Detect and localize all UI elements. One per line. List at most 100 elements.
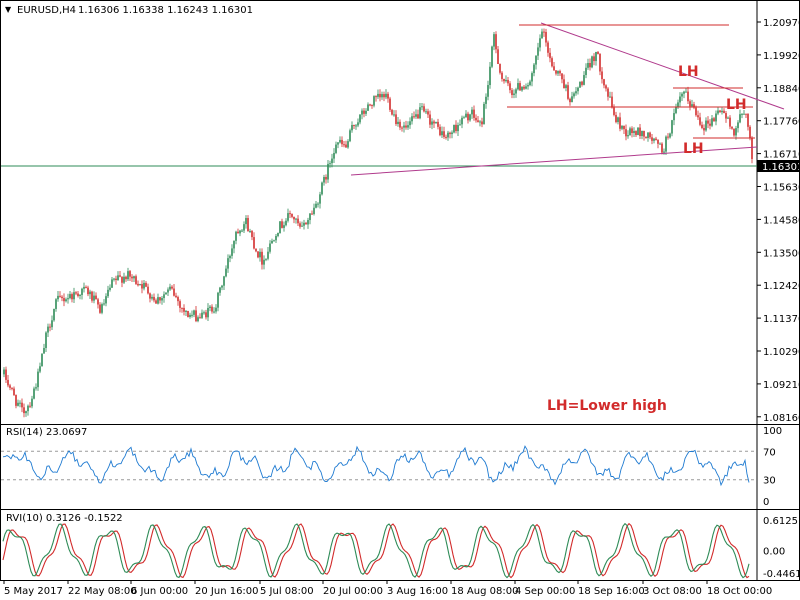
candle-body — [363, 110, 365, 114]
candle-body — [235, 231, 237, 241]
current-price-label: 1.16301 — [762, 162, 799, 173]
candle-body — [473, 109, 475, 118]
candle-body — [403, 125, 405, 128]
candle-body — [323, 177, 325, 183]
candle-body — [187, 310, 189, 317]
candle-body — [77, 293, 79, 296]
candle-body — [737, 122, 739, 129]
candle-body — [9, 385, 11, 388]
time-tick-label: 22 May 08:00 — [68, 586, 137, 597]
candle-body — [41, 353, 43, 367]
candle-body — [105, 296, 107, 304]
candle-body — [595, 51, 597, 62]
candle-body — [493, 34, 495, 47]
candle-body — [269, 243, 271, 252]
rsi-tick-label: 30 — [763, 476, 776, 487]
candle-body — [293, 216, 295, 220]
candle-body — [741, 113, 743, 115]
candle-body — [691, 104, 693, 107]
candle-body — [435, 121, 437, 124]
candle-body — [183, 307, 185, 312]
candle-body — [175, 295, 177, 298]
candle-body — [327, 163, 329, 180]
candle-body — [399, 121, 401, 128]
price-chart[interactable]: 1.20970 1.19920 1.18840 1.17760 1.16710 1.156… — [1, 1, 799, 424]
candle-body — [495, 34, 497, 50]
candle-body — [707, 120, 709, 124]
price-pane[interactable]: 1.20970 1.19920 1.18840 1.17760 1.16710 1.156… — [0, 0, 800, 425]
candle-body — [37, 371, 39, 388]
price-tick-label: 1.17760 — [763, 117, 799, 128]
candle-body — [345, 144, 347, 148]
candle-body — [463, 117, 465, 119]
candle-body — [423, 106, 425, 112]
candle-body — [559, 70, 561, 74]
candle-body — [205, 312, 207, 318]
candle-body — [11, 387, 13, 389]
candle-body — [697, 115, 699, 118]
candle-body — [39, 366, 41, 372]
candle-body — [571, 96, 573, 103]
candle-body — [103, 303, 105, 305]
candle-body — [485, 96, 487, 104]
candle-body — [509, 83, 511, 91]
time-tick-label: 18 Oct 00:00 — [707, 586, 772, 597]
candle-body — [633, 131, 635, 133]
chart-ohlc: 1.16306 1.16338 1.16243 1.16301 — [78, 5, 253, 16]
candle-body — [139, 284, 141, 286]
candle-body — [583, 75, 585, 85]
candle-body — [185, 310, 187, 312]
candle-body — [73, 292, 75, 300]
candle-body — [53, 308, 55, 321]
candle-body — [719, 110, 721, 113]
time-tick-label: 3 Aug 16:00 — [387, 586, 448, 597]
ascending-trendline[interactable] — [350, 146, 758, 176]
candle-body — [263, 259, 265, 265]
candle-body — [605, 85, 607, 89]
candle-body — [107, 289, 109, 297]
rvi-chart[interactable]: 0.6125 0.00 -0.4461 — [1, 510, 799, 580]
current-price-box — [757, 160, 799, 172]
candle-body — [79, 294, 81, 296]
candle-body — [81, 288, 83, 295]
candle-body — [257, 251, 259, 258]
candle-body — [623, 125, 625, 130]
candle-body — [501, 72, 503, 79]
candle-body — [153, 296, 155, 301]
candle-body — [93, 295, 95, 301]
candle-body — [255, 248, 257, 252]
candle-body — [147, 286, 149, 294]
candle-body — [397, 121, 399, 125]
candle-body — [341, 139, 343, 145]
candle-body — [677, 102, 679, 107]
candle-body — [207, 307, 209, 318]
candle-body — [247, 218, 249, 232]
candle-body — [679, 96, 681, 103]
candle-body — [447, 132, 449, 138]
candle-body — [517, 83, 519, 90]
candle-body — [619, 117, 621, 129]
candle-body — [157, 297, 159, 304]
candle-body — [149, 293, 151, 299]
candle-body — [487, 85, 489, 97]
rsi-chart[interactable]: 100 70 30 0 — [1, 425, 799, 509]
candle-body — [3, 369, 5, 375]
candle-body — [123, 276, 125, 283]
candle-body — [51, 320, 53, 328]
header-arrow-icon: ▼ — [5, 5, 12, 14]
candle-body — [135, 276, 137, 284]
candle-body — [67, 298, 69, 300]
price-tick-label: 1.16710 — [763, 150, 799, 161]
rvi-pane[interactable]: 0.6125 0.00 -0.4461 RVI(10) 0.3126 -0.1522 — [0, 509, 800, 581]
candle-body — [251, 230, 253, 238]
candle-body — [111, 279, 113, 288]
candle-body — [271, 240, 273, 244]
rsi-pane[interactable]: 100 70 30 0 RSI(14) 23.0697 — [0, 424, 800, 510]
candle-body — [733, 128, 735, 136]
candle-body — [479, 121, 481, 123]
candle-body — [625, 129, 627, 137]
candle-body — [577, 87, 579, 92]
descending-trendline[interactable] — [540, 22, 785, 110]
candle-body — [285, 220, 287, 226]
rsi-tick-label: 70 — [763, 447, 776, 458]
